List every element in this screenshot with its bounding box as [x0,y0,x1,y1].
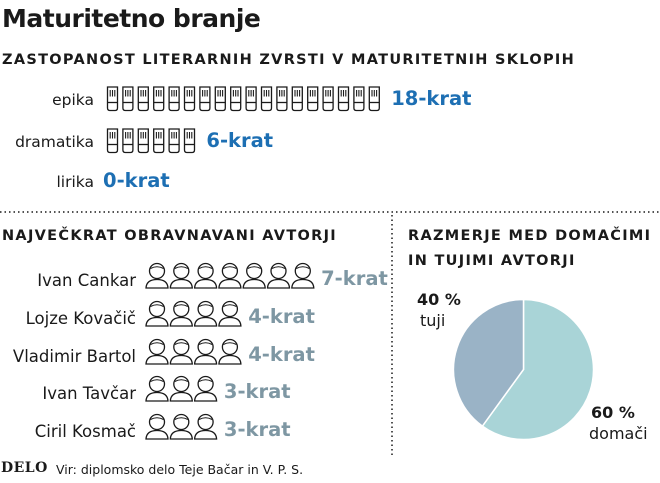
pie-title-line-1: RAZMERJE MED DOMAČIMI [408,228,652,244]
person-icon [266,262,291,289]
genre-icons [106,86,380,112]
person-icon [218,300,242,327]
book-icon [322,86,334,112]
book-icon [106,86,119,112]
book-icon [137,86,149,112]
author-name: Lojze Kovačič [25,309,136,328]
person-icon [169,375,193,402]
person-icon [169,300,193,327]
person-icon [169,338,193,365]
pie-slice-domestic [481,298,595,441]
pie-label-foreign-name: tuji [420,311,446,330]
pie-title-line-2: IN TUJIMI AVTORJI [408,253,576,269]
authors-chart-title: NAJVEČKRAT OBRAVNAVANI AVTORJI [2,228,338,244]
genre-count: 0-krat [103,169,170,192]
author-count: 7-krat [321,267,388,290]
genre-count: 6-krat [206,129,274,152]
book-icon [353,86,365,112]
author-name: Ivan Tavčar [42,384,136,403]
delo-logo: DELO [1,460,48,476]
book-icon [153,86,165,112]
genre-label: lirika [56,173,95,191]
person-icon [169,413,193,440]
author-icons [145,300,242,327]
genre-count: 18-krat [391,87,472,110]
person-icon [145,375,169,402]
person-icon [193,262,218,289]
book-icon [307,86,319,112]
person-icon [145,300,169,327]
book-icon [168,128,180,154]
person-icon [218,338,242,365]
genres-chart-title: ZASTOPANOST LITERARNIH ZVRSTI V MATURITE… [2,52,576,68]
pie-slice-foreign [452,298,525,428]
book-icon [106,128,119,154]
author-count: 4-krat [248,343,315,366]
genre-label: epika [52,91,94,109]
book-icon [168,86,180,112]
book-icon [183,86,196,112]
book-icon [260,86,273,112]
page-title: Maturitetno branje [2,4,261,33]
author-count: 3-krat [223,418,291,441]
pie-chart [452,298,595,441]
author-count: 3-krat [223,380,291,403]
genre-label: dramatika [15,133,94,151]
author-count: 4-krat [248,305,315,328]
author-icons [145,262,315,289]
author-icons [145,413,218,440]
book-icon [122,128,134,154]
person-icon [145,338,169,365]
book-icon [245,86,257,112]
book-icon [122,86,134,112]
book-icon [214,86,226,112]
book-icon [199,86,211,112]
author-name: Vladimir Bartol [12,347,136,366]
person-icon [145,262,169,289]
person-icon [193,413,218,440]
pie-label-domestic-name: domači [589,424,648,443]
author-name: Ciril Kosmač [34,422,136,441]
person-icon [218,262,242,289]
person-icon [242,262,266,289]
book-icon [183,128,196,154]
person-icon [145,413,169,440]
pie-label-foreign-pct: 40 % [417,290,461,309]
author-icons [145,375,218,402]
author-name: Ivan Cankar [37,271,136,290]
divider-dotted-horizontal [0,211,660,213]
person-icon [193,300,218,327]
author-icons [145,338,242,365]
pie-label-domestic-pct: 60 % [591,403,635,422]
person-icon [169,262,193,289]
person-icon [193,375,218,402]
book-icon [276,86,288,112]
book-icon [230,86,242,112]
book-icon [337,86,350,112]
book-icon [137,128,149,154]
divider-dotted-vertical [391,215,393,455]
source-note: Vir: diplomsko delo Teje Bačar in V. P. … [56,462,304,477]
genre-icons [106,128,196,154]
book-icon [368,86,380,112]
book-icon [153,128,165,154]
person-icon [291,262,315,289]
person-icon [193,338,218,365]
book-icon [291,86,303,112]
